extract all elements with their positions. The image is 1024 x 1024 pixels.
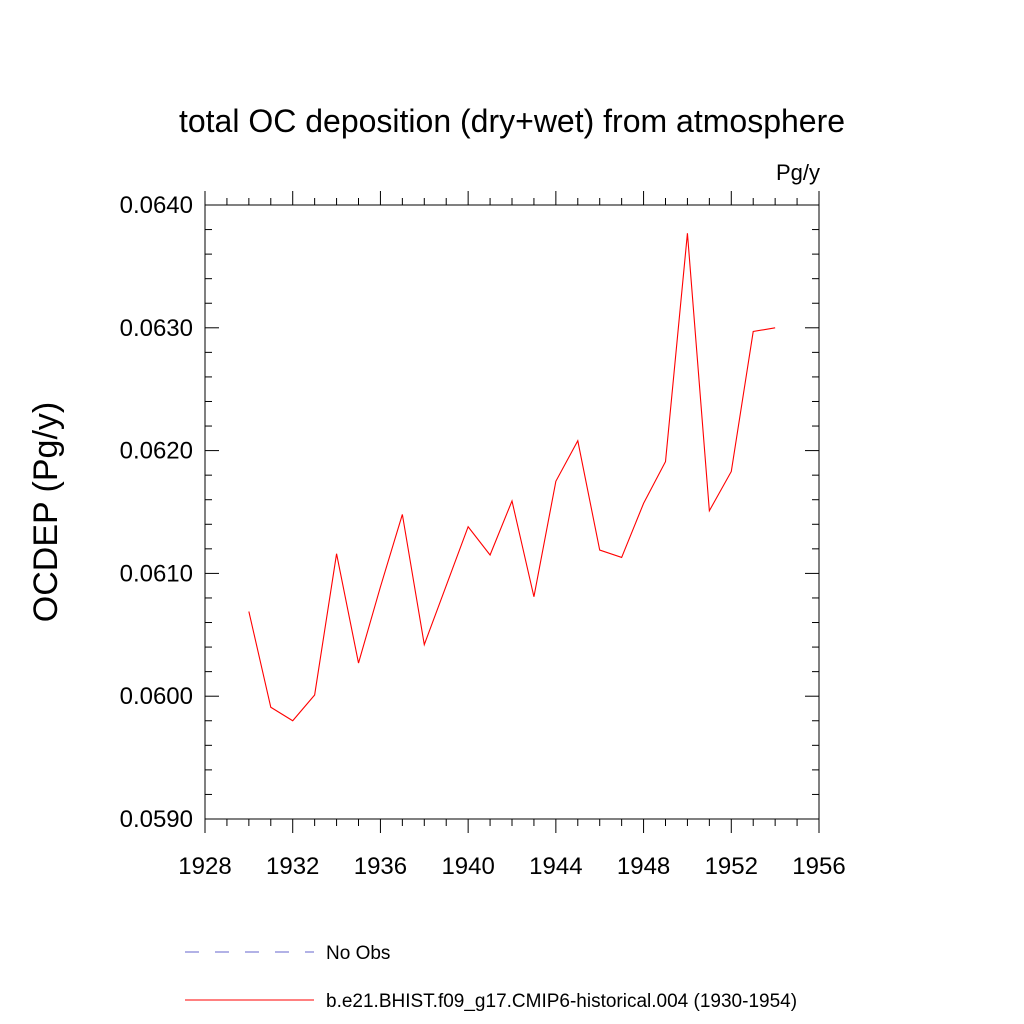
y-axis-ticks: 0.0590 0.0600 0.0610 0.0620 0.0630 0.0640 [120,192,819,833]
legend-label-0: No Obs [326,943,390,964]
x-tick-label: 1944 [529,853,582,880]
y-tick-label: 0.0620 [120,438,193,465]
legend: No Obs b.e21.BHIST.f09_g17.CMIP6-historic… [185,943,797,1012]
y-axis-label: OCDEP (Pg/y) [27,402,65,622]
x-tick-label: 1928 [178,853,231,880]
y-tick-label: 0.0590 [120,806,193,833]
x-tick-label: 1948 [617,853,670,880]
series-line-1 [248,233,776,722]
series-lines [248,233,776,722]
units-label: Pg/y [776,160,820,185]
y-tick-label: 0.0630 [120,315,193,342]
x-tick-label: 1956 [792,853,845,880]
y-tick-label: 0.0600 [120,683,193,710]
x-tick-label: 1936 [354,853,407,880]
x-axis-ticks: 1928 1932 1936 1940 1944 1948 1952 1956 [178,191,846,880]
x-tick-label: 1952 [705,853,758,880]
chart-title: total OC deposition (dry+wet) from atmos… [179,103,845,139]
x-tick-label: 1940 [441,853,494,880]
y-tick-label: 0.0610 [120,560,193,587]
plot-frame [204,204,820,820]
y-tick-label: 0.0640 [120,192,193,219]
x-tick-label: 1932 [266,853,319,880]
legend-label-1: b.e21.BHIST.f09_g17.CMIP6-historical.004… [326,991,797,1012]
